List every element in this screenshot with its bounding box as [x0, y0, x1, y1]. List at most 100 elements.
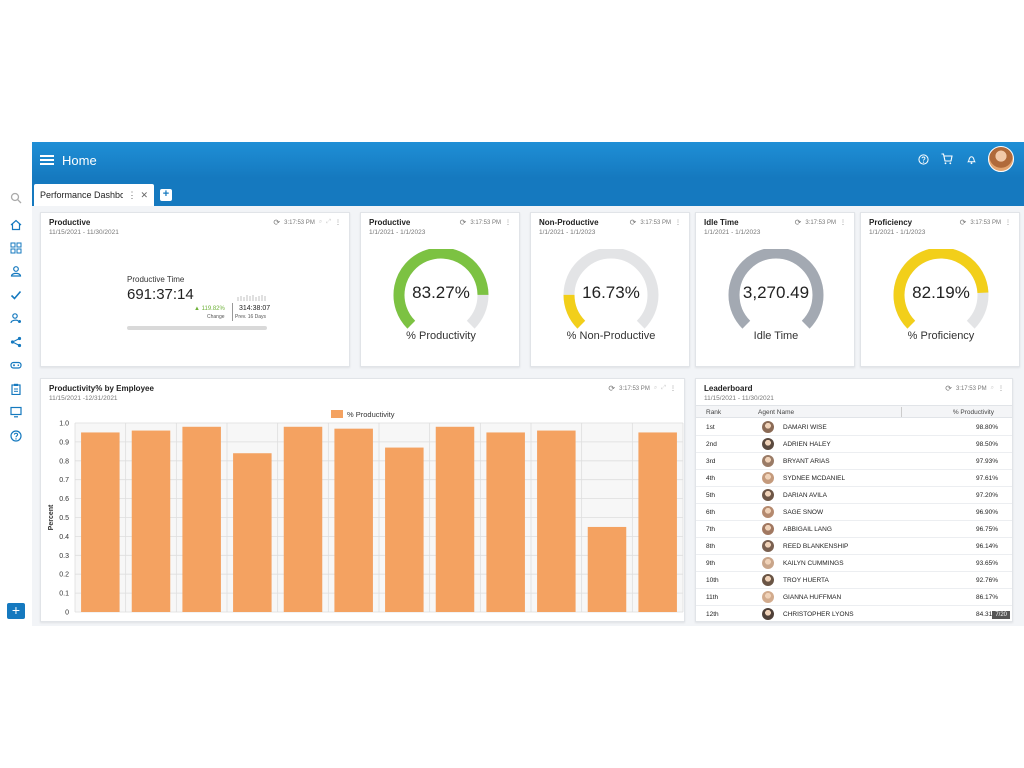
- expand-icon[interactable]: ⤢: [326, 219, 331, 225]
- productive-card: Productive 11/15/2021 - 11/30/2021 ⟳ 3:17…: [40, 212, 350, 367]
- gauge-track: [563, 249, 659, 329]
- refresh-icon[interactable]: ⟳: [959, 218, 967, 227]
- gauge-value: 16.73%: [582, 283, 640, 302]
- agent-name-cell: DARIAN AVILA: [783, 492, 827, 499]
- y-tick-label: 0.5: [59, 515, 69, 522]
- bell-icon[interactable]: [964, 152, 978, 166]
- refresh-icon[interactable]: ⟳: [459, 218, 467, 227]
- check-icon[interactable]: [9, 288, 23, 302]
- refresh-icon[interactable]: ⟳: [629, 218, 637, 227]
- refresh-icon[interactable]: ⟳: [608, 384, 616, 393]
- change-label: Change: [207, 314, 225, 320]
- more-icon[interactable]: ⋮: [335, 220, 341, 226]
- add-tab-button[interactable]: +: [160, 189, 172, 201]
- gauge-card: Proficiency 1/1/2021 - 1/1/2023 ⟳ 3:17:53 P…: [860, 212, 1020, 367]
- tab-label: Performance Dashboard: [40, 190, 124, 200]
- gauge-fill: [893, 249, 989, 329]
- productivity-cell: 96.14%: [975, 543, 998, 550]
- more-icon[interactable]: ⋮: [1005, 220, 1011, 226]
- rank-cell: 6th: [706, 509, 716, 516]
- search-icon[interactable]: ⌕: [990, 385, 994, 391]
- column-header-pct[interactable]: % Productivity: [952, 409, 994, 416]
- user-icon[interactable]: [9, 264, 23, 278]
- table-row[interactable]: 5th DARIAN AVILA 97.20%: [696, 487, 1012, 504]
- more-icon[interactable]: ⋮: [998, 386, 1004, 392]
- gauge-value: 83.27%: [412, 283, 470, 302]
- help-icon[interactable]: [9, 429, 23, 443]
- avatar: [762, 557, 774, 569]
- refresh-icon[interactable]: ⟳: [794, 218, 802, 227]
- metric-label: Productive Time: [127, 275, 185, 284]
- avatar: [762, 421, 774, 433]
- bar: [81, 432, 120, 612]
- search-icon[interactable]: ⌕: [318, 219, 323, 225]
- expand-icon[interactable]: ⤢: [661, 385, 666, 391]
- productivity-cell: 98.80%: [975, 424, 998, 431]
- last-updated-time: 3:17:53 PM: [805, 219, 836, 226]
- tab-performance-dashboard[interactable]: Performance Dashboard ⋮ ✕: [34, 184, 154, 206]
- home-icon[interactable]: [9, 218, 23, 232]
- y-axis-label: Percent: [48, 504, 55, 530]
- tab-bar: Performance Dashboard ⋮ ✕ +: [32, 178, 1024, 206]
- table-header: Rank Agent Name % Productivity: [696, 405, 1012, 418]
- more-icon[interactable]: ⋮: [505, 220, 511, 226]
- column-header-rank[interactable]: Rank: [706, 409, 722, 416]
- agent-name-cell: CHRISTOPHER LYONS: [783, 611, 854, 618]
- more-icon[interactable]: ⋮: [670, 386, 676, 392]
- gauge-label: % Productivity: [406, 330, 476, 342]
- rank-cell: 4th: [706, 475, 716, 482]
- employee-chart-card: Productivity% by Employee 11/15/2021 -12…: [40, 378, 685, 622]
- last-updated-time: 3:17:53 PM: [619, 385, 650, 392]
- table-row[interactable]: 6th SAGE SNOW 96.90%: [696, 504, 1012, 521]
- avatar: [762, 608, 774, 620]
- tab-menu-icon[interactable]: ⋮: [127, 189, 137, 200]
- prev-label: Prev. 16 Days: [235, 314, 267, 320]
- dashboard-icon[interactable]: [9, 241, 23, 255]
- table-row[interactable]: 12th CHRISTOPHER LYONS 84.31%: [696, 606, 1012, 621]
- card-date-range: 11/15/2021 - 11/30/2021: [704, 395, 774, 402]
- agent-name-cell: DAMARI WISE: [783, 424, 827, 431]
- more-icon[interactable]: ⋮: [675, 220, 681, 226]
- productivity-cell: 92.76%: [975, 577, 998, 584]
- agent-name-cell: TROY HUERTA: [783, 577, 829, 584]
- monitor-icon[interactable]: [9, 405, 23, 419]
- user-settings-icon[interactable]: [9, 311, 23, 325]
- table-row[interactable]: 3rd BRYANT ARIAS 97.93%: [696, 453, 1012, 470]
- close-icon[interactable]: ✕: [140, 189, 148, 200]
- add-button[interactable]: +: [7, 603, 25, 619]
- search-icon[interactable]: ⌕: [653, 385, 658, 391]
- table-row[interactable]: 7th ABBIGAIL LANG 96.75%: [696, 521, 1012, 538]
- leaderboard-card: Leaderboard 11/15/2021 - 11/30/2021 ⟳ 3:1…: [695, 378, 1013, 622]
- bar: [537, 430, 576, 612]
- table-row[interactable]: 2nd ADRIEN HALEY 98.50%: [696, 436, 1012, 453]
- search-icon[interactable]: [9, 191, 23, 205]
- avatar: [762, 540, 774, 552]
- more-icon[interactable]: ⋮: [840, 220, 846, 226]
- share-icon[interactable]: [9, 335, 23, 349]
- table-row[interactable]: 1st DAMARI WISE 98.80%: [696, 419, 1012, 436]
- clipboard-icon[interactable]: [9, 382, 23, 396]
- help-icon[interactable]: [916, 152, 930, 166]
- gamepad-icon[interactable]: [9, 358, 23, 372]
- y-tick-label: 0.3: [59, 553, 69, 560]
- column-header-agent[interactable]: Agent Name: [758, 409, 795, 416]
- y-tick-label: 0.4: [59, 534, 69, 541]
- table-row[interactable]: 8th REED BLANKENSHIP 96.14%: [696, 538, 1012, 555]
- column-divider: [901, 407, 902, 417]
- productivity-cell: 84.31%: [975, 611, 998, 618]
- table-row[interactable]: 11th GIANNA HUFFMAN 86.17%: [696, 589, 1012, 606]
- gauge-fill: [393, 249, 489, 329]
- table-row[interactable]: 10th TROY HUERTA 92.76%: [696, 572, 1012, 589]
- table-row[interactable]: 9th KAILYN CUMMINGS 93.65%: [696, 555, 1012, 572]
- hamburger-menu-icon[interactable]: [40, 155, 54, 165]
- refresh-icon[interactable]: ⟳: [273, 218, 281, 227]
- gauge-value: 3,270.49: [742, 283, 810, 302]
- y-tick-label: 0: [65, 610, 69, 617]
- table-row[interactable]: 4th SYDNEE MCDANIEL 97.61%: [696, 470, 1012, 487]
- user-avatar[interactable]: [988, 146, 1014, 172]
- cart-icon[interactable]: [940, 152, 954, 166]
- divider: [232, 303, 233, 321]
- prev-value: 314:38:07: [239, 305, 271, 312]
- refresh-icon[interactable]: ⟳: [945, 384, 952, 393]
- agent-name-cell: REED BLANKENSHIP: [783, 543, 849, 550]
